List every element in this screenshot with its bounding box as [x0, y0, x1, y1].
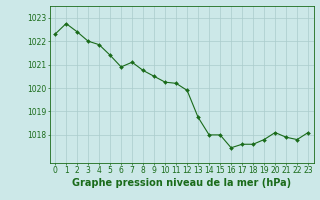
X-axis label: Graphe pression niveau de la mer (hPa): Graphe pression niveau de la mer (hPa) — [72, 178, 291, 188]
